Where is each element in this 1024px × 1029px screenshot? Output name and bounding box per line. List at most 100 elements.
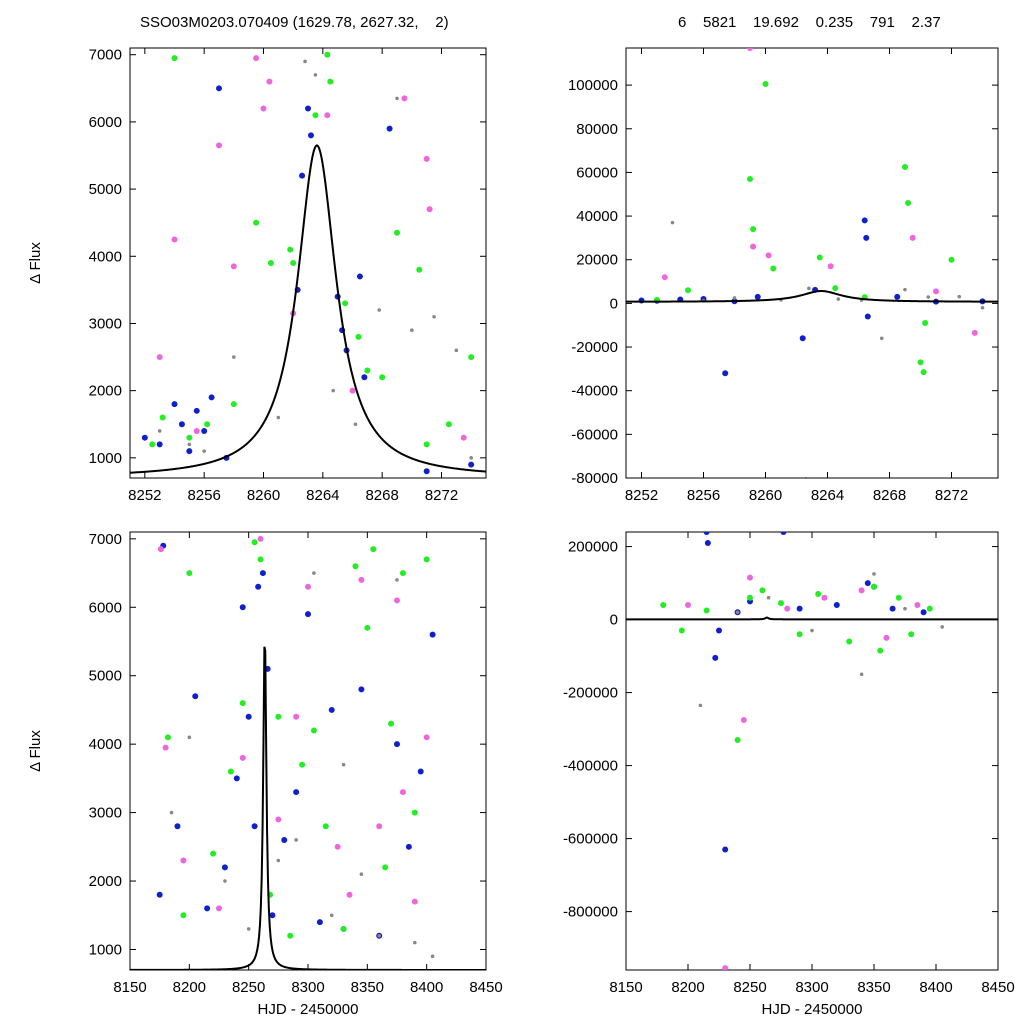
data-point-green: [352, 563, 359, 570]
data-point-gray: [276, 858, 281, 863]
data-point-blue: [204, 905, 211, 912]
x-tick-label: 8200: [671, 979, 704, 996]
data-point-magenta: [821, 594, 828, 601]
data-point-green: [445, 421, 452, 428]
data-point-green: [816, 254, 823, 261]
data-point-green: [275, 713, 282, 720]
y-tick-label: 3000: [89, 805, 122, 822]
data-point-magenta: [230, 263, 237, 270]
x-tick-label: 8350: [351, 979, 384, 996]
x-tick-label: 8268: [365, 487, 398, 504]
data-point-green: [399, 570, 406, 577]
data-point-blue: [703, 532, 710, 535]
data-point-blue: [861, 217, 868, 224]
data-point-blue: [394, 741, 400, 748]
y-tick-label: -400000: [563, 758, 618, 775]
data-point-green: [770, 265, 777, 272]
data-point-blue: [233, 775, 240, 782]
panel-bottom-right: 8150 8200 8250 8300 8350 8400 8450 -800000 -6000…: [563, 531, 1015, 1018]
data-point-magenta: [914, 602, 921, 608]
data-point-green: [394, 229, 400, 236]
data-point-blue: [208, 394, 215, 401]
data-point-blue: [299, 172, 306, 179]
data-point-magenta: [423, 155, 430, 162]
data-point-green: [251, 539, 258, 546]
data-point-gray: [903, 287, 907, 292]
data-point-blue: [174, 823, 181, 830]
data-point-green: [747, 175, 753, 182]
y-tick-label: 2000: [89, 873, 122, 890]
data-point-blue: [704, 539, 711, 546]
data-point-blue: [239, 604, 246, 611]
data-point-green: [922, 320, 929, 327]
data-point-magenta: [883, 634, 890, 641]
data-point-green: [186, 570, 193, 577]
data-point-green: [210, 850, 217, 857]
data-point-blue: [386, 125, 393, 132]
data-point-green: [416, 266, 423, 273]
data-point-green: [159, 414, 166, 421]
data-point-green: [895, 594, 902, 601]
y-tick-label: 3000: [89, 315, 122, 332]
data-point-magenta: [909, 234, 916, 241]
data-point-green: [832, 285, 839, 292]
data-point-magenta: [275, 816, 282, 823]
data-point-green: [423, 556, 430, 563]
data-point-green: [796, 631, 803, 638]
data-point-green: [678, 627, 685, 634]
data-point-blue: [193, 407, 200, 414]
data-point-gray: [432, 314, 436, 319]
data-point-blue: [803, 477, 808, 478]
data-point-gray: [410, 328, 414, 332]
model-curve: [626, 616, 998, 621]
data-point-blue: [328, 706, 335, 713]
data-point-gray: [341, 762, 346, 767]
y-axis-label: Δ Flux: [27, 242, 44, 284]
data-point-green: [948, 256, 955, 263]
data-point-green: [204, 421, 211, 428]
panel-bottom-left: 8150 8200 8250 8300 8350 8400 8450 1000 2000 3000…: [27, 531, 503, 1018]
y-tick-label: -40000: [571, 383, 618, 400]
data-point-magenta: [171, 236, 178, 243]
data-point-magenta: [399, 789, 406, 796]
data-point-gray: [766, 595, 771, 600]
data-point-gray: [926, 295, 931, 299]
data-point-gray: [807, 286, 811, 291]
data-point-green: [310, 727, 317, 734]
data-point-green: [299, 761, 306, 768]
data-point-magenta: [266, 78, 273, 85]
data-point-gray: [377, 308, 382, 312]
data-point-green: [877, 647, 884, 654]
data-point-magenta: [257, 535, 264, 542]
data-point-magenta: [426, 206, 433, 213]
plot-frame: [625, 531, 999, 971]
x-tick-label: 8272: [935, 487, 968, 504]
y-tick-label: 5000: [89, 668, 122, 685]
y-tick-label: -60000: [571, 426, 618, 443]
y-tick-label: 1000: [89, 450, 122, 467]
data-points: [130, 535, 486, 970]
data-point-magenta: [784, 605, 791, 612]
data-point-blue: [156, 891, 163, 898]
y-tick-label: 5000: [89, 181, 122, 198]
data-point-green: [364, 367, 371, 374]
data-point-green: [267, 260, 274, 266]
data-point-magenta: [750, 243, 757, 250]
data-point-magenta: [411, 898, 418, 905]
data-point-green: [388, 720, 395, 727]
data-point-gray: [329, 913, 334, 918]
data-point-blue: [920, 609, 927, 616]
data-point-gray: [276, 415, 281, 420]
data-point-green: [734, 737, 741, 744]
data-point-green: [287, 246, 294, 253]
y-axis-label: Δ Flux: [27, 730, 44, 772]
x-tick-label: 8300: [795, 979, 828, 996]
data-point-magenta: [193, 427, 200, 434]
data-point-magenta: [423, 734, 430, 741]
data-point-gray: [903, 606, 907, 611]
data-point-green: [312, 112, 319, 119]
data-point-green: [364, 624, 371, 631]
data-point-blue: [316, 919, 323, 926]
data-point-blue: [305, 105, 311, 112]
